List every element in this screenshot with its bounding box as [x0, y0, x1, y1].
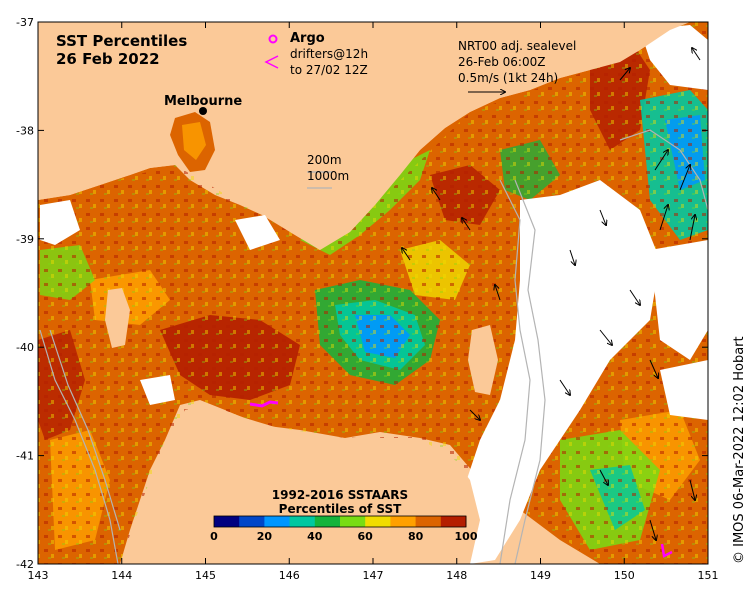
title-date: 26 Feb 2022 — [56, 50, 160, 68]
colorbar-swatch — [289, 516, 316, 527]
contour-1000m-label: 1000m — [307, 169, 350, 183]
x-tick-label: 148 — [446, 569, 467, 582]
colorbar-swatch — [264, 516, 291, 527]
colorbar: 0 20 40 60 80 100 — [210, 515, 478, 543]
colorbar-tick-label: 80 — [408, 530, 424, 543]
current-arrow — [559, 379, 570, 395]
y-tick-label: -39 — [16, 233, 34, 246]
colorbar-swatch — [365, 516, 391, 527]
colorbar-swatch — [340, 516, 366, 527]
colorbar-swatch — [390, 516, 417, 527]
y-tick-label: -37 — [16, 16, 34, 29]
colorbar-swatch — [239, 516, 265, 527]
y-tick-label: -41 — [16, 450, 34, 463]
colorbar-title: 1992-2016 SSTAARS — [271, 488, 409, 502]
current-arrow — [692, 48, 701, 61]
no-data-area — [460, 180, 660, 564]
x-tick-label: 145 — [195, 569, 216, 582]
colorbar-tick-label: 40 — [307, 530, 323, 543]
current-arrow — [462, 218, 471, 231]
x-axis: 143 144 145 146 147 148 149 150 151 — [28, 22, 719, 582]
contour-east — [619, 129, 708, 211]
current-arrow — [649, 359, 658, 378]
x-tick-label: 144 — [111, 569, 132, 582]
current-scale-label: 0.5m/s (1kt 24h) — [458, 71, 559, 85]
port-phillip-bay — [182, 122, 206, 160]
y-tick-label: -40 — [16, 341, 34, 354]
drifter-track — [249, 400, 279, 408]
title-product: SST Percentiles — [56, 32, 188, 50]
current-arrow — [599, 209, 606, 225]
current-source: NRT00 adj. sealevel — [458, 39, 577, 53]
current-vectors — [402, 48, 701, 540]
drifter-track — [660, 543, 673, 558]
current-arrow — [689, 479, 695, 500]
current-arrow — [619, 68, 630, 81]
current-arrow — [469, 409, 480, 420]
current-arrow — [649, 519, 656, 540]
current-arrow — [432, 188, 441, 201]
colorbar-swatch — [415, 516, 442, 527]
x-tick-label: 151 — [698, 569, 719, 582]
western-land — [38, 22, 690, 250]
colorbar-tick-label: 0 — [210, 530, 218, 543]
current-arrow — [495, 285, 501, 301]
contour-1000m — [514, 179, 546, 564]
map-area — [38, 22, 708, 564]
x-tick-label: 143 — [28, 569, 49, 582]
no-data-area — [235, 215, 280, 250]
colorbar-tick-label: 60 — [358, 530, 374, 543]
current-arrow — [599, 469, 608, 485]
no-data-area — [40, 200, 80, 245]
current-arrow — [599, 329, 612, 345]
bathymetry-contours — [39, 129, 708, 564]
melbourne-marker — [199, 107, 207, 115]
y-axis: -37 -38 -39 -40 -41 -42 — [16, 16, 708, 571]
argo-symbol-icon — [268, 34, 278, 44]
colorbar-tick-label: 20 — [257, 530, 273, 543]
colorbar-tick-label: 100 — [455, 530, 478, 543]
drifter-label: drifters@12h — [290, 47, 369, 61]
current-arrow — [402, 248, 411, 261]
drifter-label-2: to 27/02 12Z — [290, 63, 368, 77]
melbourne-label: Melbourne — [164, 94, 243, 109]
colorbar-frame — [213, 515, 467, 528]
current-arrow — [654, 150, 668, 171]
current-time: 26-Feb 06:00Z — [458, 55, 546, 69]
no-data-area — [140, 375, 175, 405]
colorbar-swatch — [214, 516, 240, 527]
king-island — [105, 288, 130, 348]
x-tick-label: 147 — [363, 569, 384, 582]
colorbar-swatch — [440, 516, 467, 527]
colorbar-swatch — [314, 516, 341, 527]
x-tick-label: 150 — [614, 569, 635, 582]
flinders-island — [468, 325, 498, 395]
colorbar-subtitle: Percentiles of SST — [278, 502, 402, 516]
x-tick-label: 149 — [530, 569, 551, 582]
no-data-area — [650, 240, 708, 360]
contour-200m — [499, 179, 531, 564]
x-tick-label: 146 — [279, 569, 300, 582]
current-arrow — [659, 205, 668, 231]
no-data-area — [640, 25, 708, 90]
current-arrow — [689, 215, 695, 241]
current-arrow — [679, 165, 690, 191]
contour-west — [39, 329, 119, 564]
y-tick-label: -38 — [16, 124, 34, 137]
argo-label: Argo — [290, 31, 325, 46]
y-tick-label: -42 — [16, 558, 34, 571]
drifter-symbol-icon — [264, 55, 279, 69]
contour-200m-label: 200m — [307, 153, 342, 167]
no-data-area — [660, 360, 708, 420]
current-arrow — [569, 249, 575, 265]
contour-west-2 — [49, 329, 121, 531]
current-arrow — [629, 289, 640, 305]
credit-text: © IMOS 06-Mar-2022 12:02 Hobart — [732, 336, 747, 564]
